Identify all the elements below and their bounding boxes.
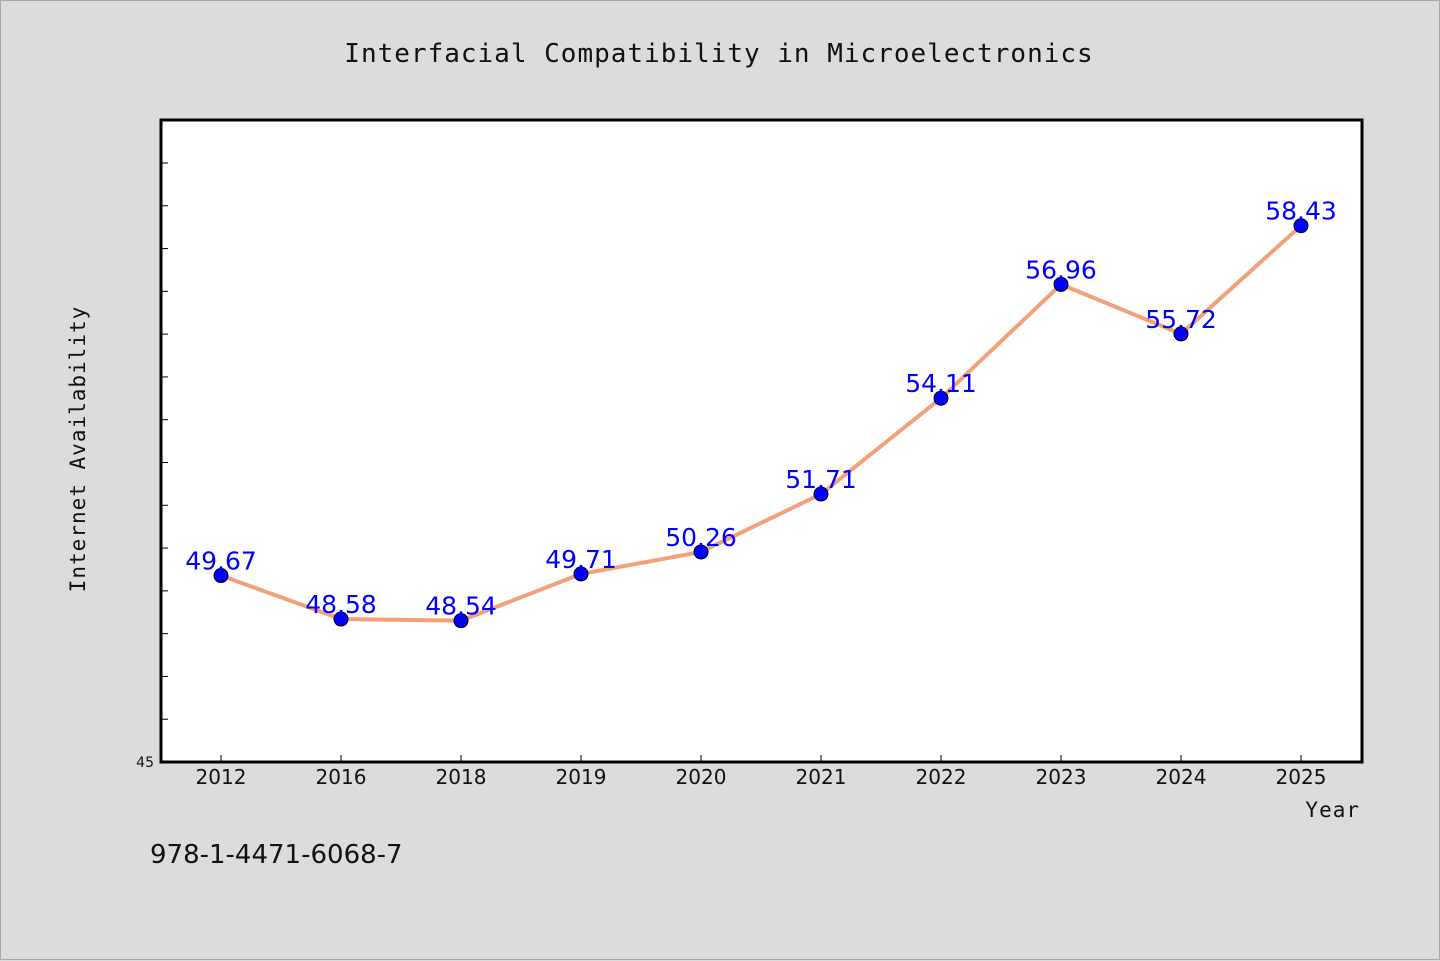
- data-point: [573, 566, 589, 582]
- data-point: [213, 568, 229, 584]
- isbn-text: 978-1-4471-6068-7: [150, 840, 403, 870]
- series-line: [219, 223, 1303, 623]
- data-label: 48.54: [425, 592, 497, 621]
- data-point: [333, 611, 349, 627]
- x-axis-tick-labels: 2012 2016 2018 2019 2020 2021 2022 2023 2024 2025: [196, 765, 1327, 789]
- data-point: [453, 613, 469, 629]
- x-tick-label: 2016: [316, 765, 367, 789]
- data-point: [1053, 276, 1069, 292]
- x-tick-label: 2024: [1156, 765, 1207, 789]
- y-axis-ticks: [161, 162, 168, 720]
- y-axis-tick-labels: 45: [136, 755, 154, 771]
- x-tick-label: 2025: [1276, 765, 1327, 789]
- x-tick-label: 2012: [196, 765, 247, 789]
- x-tick-label: 2020: [676, 765, 727, 789]
- data-label: 50.26: [665, 523, 737, 552]
- x-axis-ticks: [220, 755, 1302, 762]
- x-tick-label: 2018: [436, 765, 487, 789]
- data-point: [813, 486, 829, 502]
- data-point: [1173, 326, 1189, 342]
- data-label: 49.67: [185, 547, 257, 576]
- data-point: [693, 544, 709, 560]
- data-label: 51.71: [785, 465, 857, 494]
- data-point: [933, 390, 949, 406]
- data-label: 58.43: [1265, 197, 1337, 226]
- data-label: 48.58: [305, 590, 377, 619]
- x-tick-label: 2019: [556, 765, 607, 789]
- x-axis-label: Year: [1305, 798, 1360, 822]
- y-axis-label: Internet Availability: [66, 306, 90, 593]
- data-label: 56.96: [1025, 255, 1097, 284]
- y-tick-label: 45: [136, 755, 154, 771]
- x-tick-label: 2022: [916, 765, 967, 789]
- data-point: [1293, 218, 1309, 234]
- data-markers: [213, 218, 1309, 629]
- data-labels: 49.67 48.58 48.54 49.71 50.26 51.71 54.11 56.96…: [185, 197, 1337, 621]
- x-tick-label: 2021: [796, 765, 847, 789]
- data-label: 49.71: [545, 545, 617, 574]
- data-label: 54.11: [905, 369, 977, 398]
- chart-title: Interfacial Compatibility in Microelectr…: [344, 39, 1093, 69]
- data-label: 55.72: [1145, 305, 1217, 334]
- plot-area: [159, 118, 1364, 764]
- x-tick-label: 2023: [1036, 765, 1087, 789]
